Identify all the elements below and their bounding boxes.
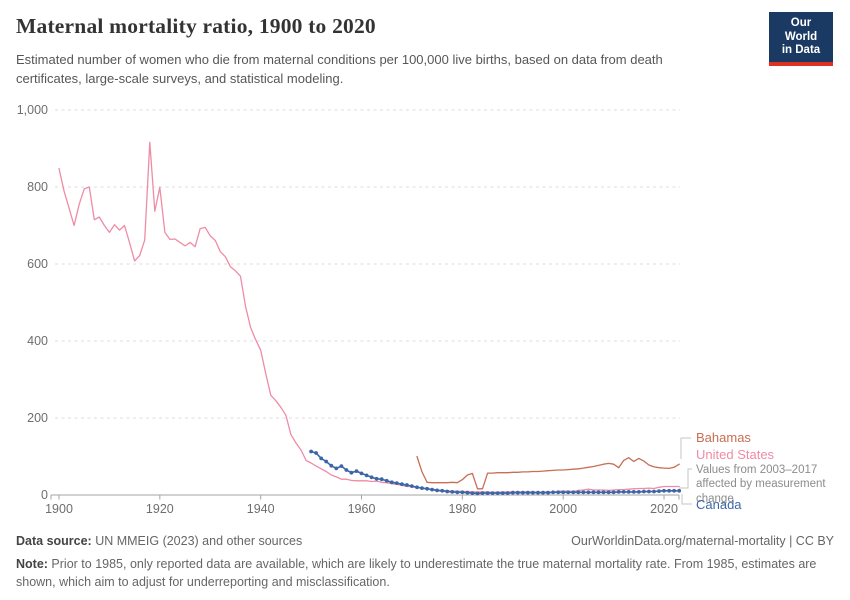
- svg-text:1980: 1980: [448, 502, 476, 516]
- svg-text:2000: 2000: [549, 502, 577, 516]
- credit-link[interactable]: OurWorldinData.org/maternal-mortality | …: [571, 534, 834, 548]
- svg-text:400: 400: [27, 334, 48, 348]
- svg-text:1940: 1940: [247, 502, 275, 516]
- footer-note: Note: Prior to 1985, only reported data …: [16, 556, 834, 591]
- note-label: Note:: [16, 557, 48, 571]
- logo-line2: in Data: [781, 44, 821, 57]
- svg-text:1920: 1920: [146, 502, 174, 516]
- chart-subtitle: Estimated number of women who die from m…: [16, 52, 663, 86]
- logo-line1: Our World: [784, 17, 818, 43]
- legend-label-bahamas[interactable]: Bahamas: [696, 430, 751, 445]
- series-bahamas[interactable]: [416, 455, 680, 490]
- svg-text:1960: 1960: [348, 502, 376, 516]
- owid-logo[interactable]: Our World in Data: [769, 12, 833, 66]
- series-united-states[interactable]: [58, 141, 680, 493]
- page-title: Maternal mortality ratio, 1900 to 2020: [16, 14, 376, 38]
- svg-text:200: 200: [27, 411, 48, 425]
- note-text: Prior to 1985, only reported data are av…: [16, 557, 817, 589]
- svg-text:800: 800: [27, 180, 48, 194]
- svg-text:600: 600: [27, 257, 48, 271]
- legend-label-united-states[interactable]: United States: [696, 447, 775, 462]
- svg-text:1900: 1900: [45, 502, 73, 516]
- svg-text:0: 0: [41, 488, 48, 502]
- data-source-label: Data source:: [16, 534, 92, 548]
- data-source-text: UN MMEIG (2023) and other sources: [91, 534, 303, 548]
- legend-annotation: Values from 2003–2017 affected by measur…: [696, 464, 826, 505]
- x-axis: [50, 494, 680, 500]
- svg-text:2020: 2020: [650, 502, 678, 516]
- legend-connectors: [679, 437, 692, 505]
- data-source-line: Data source: UN MMEIG (2023) and other s…: [16, 534, 834, 548]
- gridlines: [55, 109, 680, 419]
- axis-labels: 0 200 400 600 800 1,000 1900 1920 1940 1960 1980 20…: [17, 103, 678, 516]
- legend-label-canada[interactable]: Canada: [696, 497, 742, 512]
- series-canada[interactable]: [309, 449, 682, 496]
- svg-text:1,000: 1,000: [17, 103, 48, 117]
